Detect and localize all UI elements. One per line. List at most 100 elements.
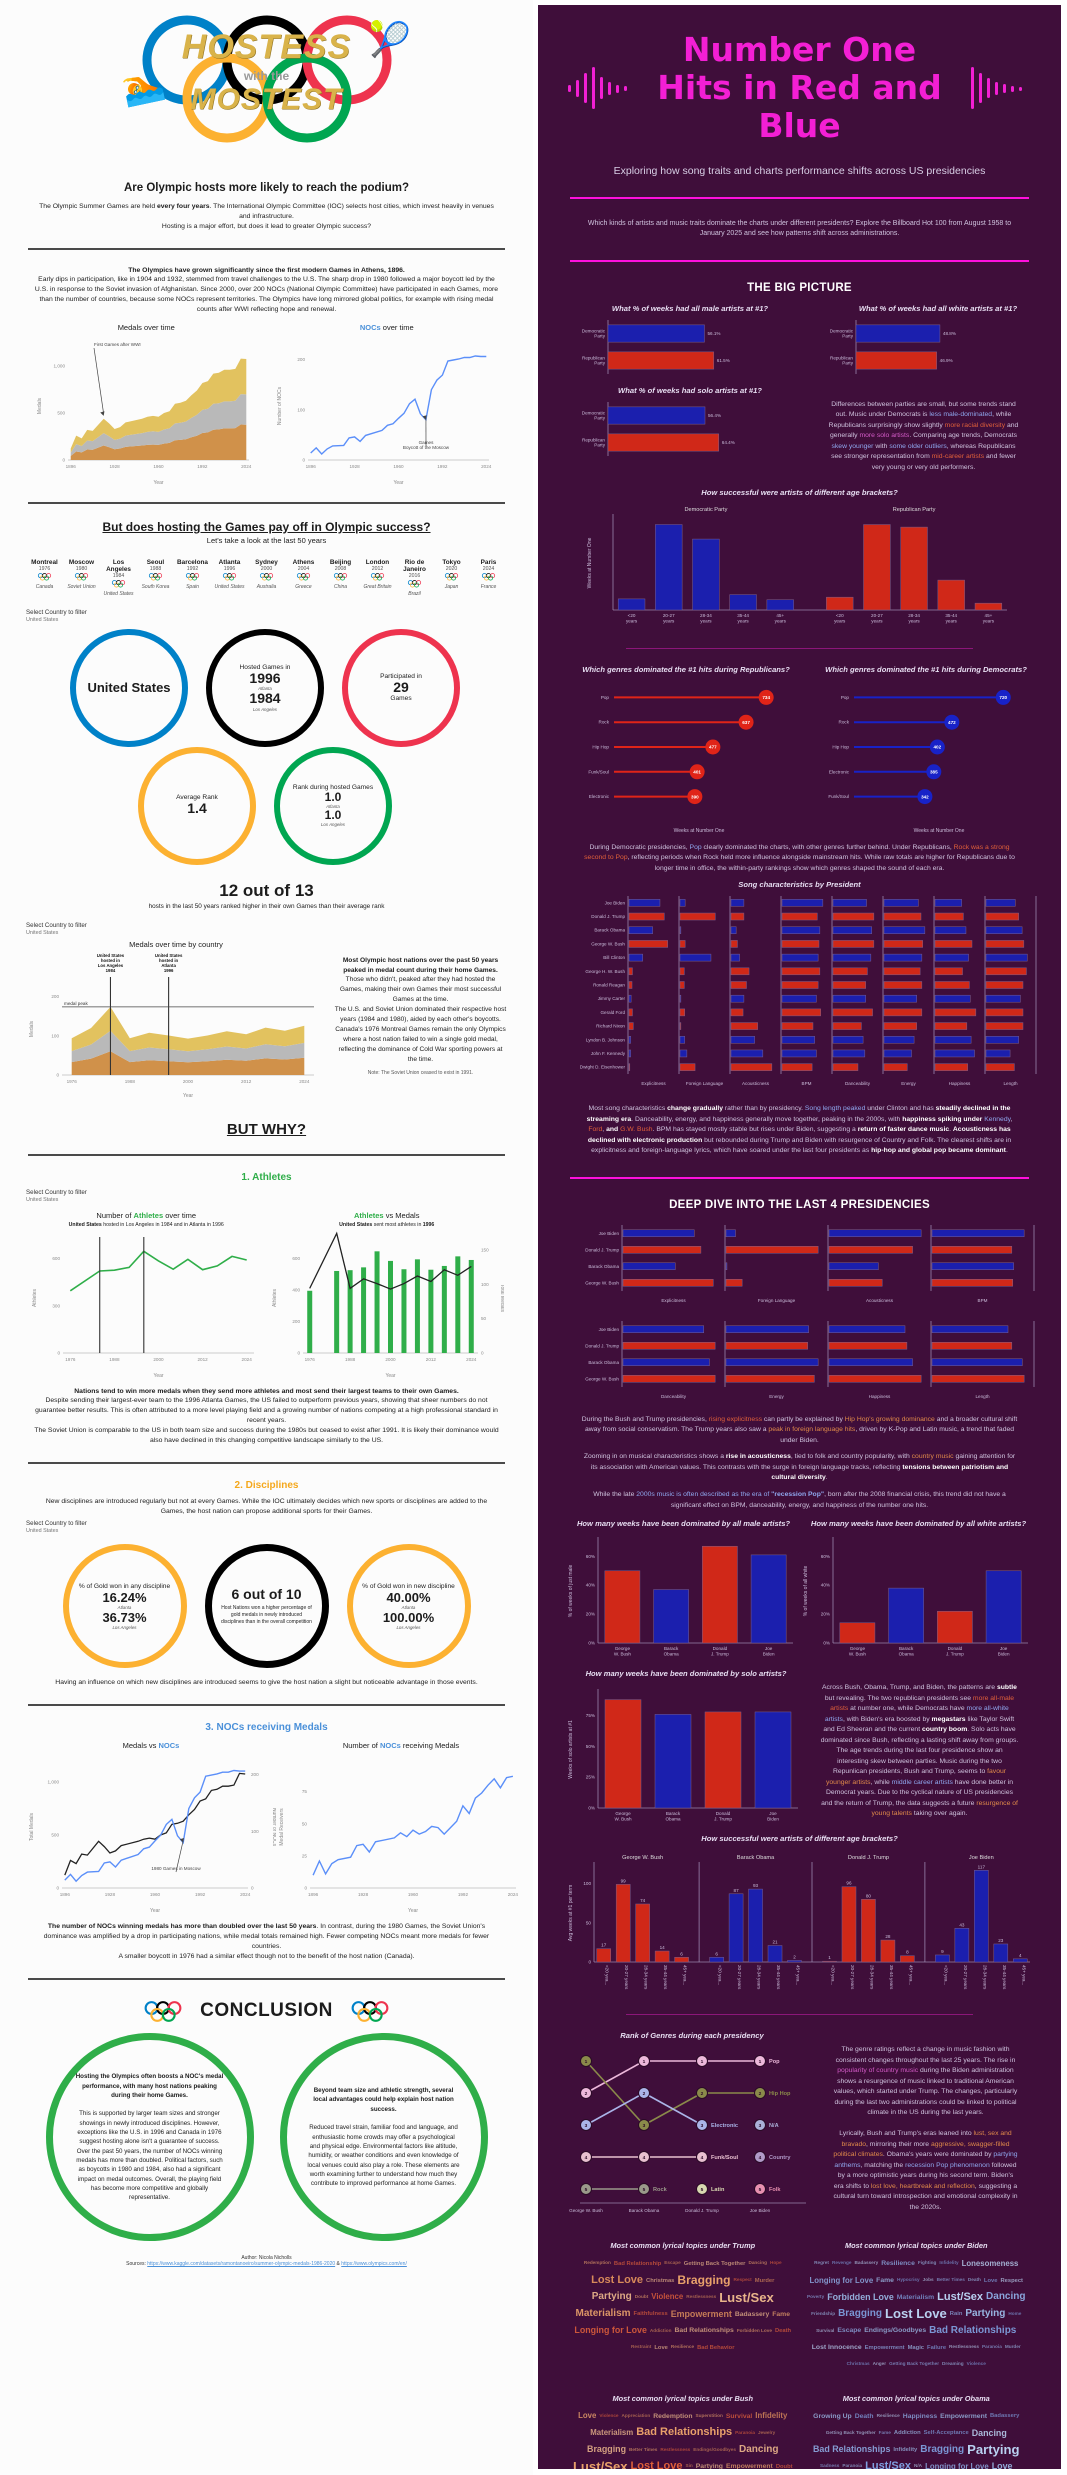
svg-text:W. Bush: W. Bush: [614, 1817, 632, 1822]
svg-text:Joe: Joe: [1000, 1646, 1008, 1651]
text-segment: and: [606, 1126, 621, 1134]
svg-text:Happiness: Happiness: [949, 1081, 971, 1086]
text-segment: Number of: [342, 1741, 380, 1751]
svg-text:8: 8: [906, 1950, 909, 1955]
text-segment: sent most athletes in: [372, 1221, 423, 1228]
text-segment: skew younger: [831, 442, 874, 450]
chart-genres-republicans: Pop 734 Rock 637 Hip Hop 477 Funk/Soul 401 Elect…: [566, 677, 806, 835]
music-infographic-frame: Number One Hits in Red and Blue Explorin…: [533, 0, 1067, 2475]
svg-text:0%: 0%: [588, 1641, 595, 1646]
music-infographic: Number One Hits in Red and Blue Explorin…: [538, 5, 1061, 2469]
svg-text:56.4%: 56.4%: [708, 413, 721, 418]
cloud-word: Anger: [872, 2361, 887, 2367]
cloud-word: Love: [654, 2344, 668, 2351]
svg-text:6: 6: [715, 1951, 718, 1956]
text-segment: , matching the: [860, 2161, 906, 2169]
right-intro: Which kinds of artists and music traits …: [587, 219, 1012, 238]
svg-text:20-27: 20-27: [871, 613, 883, 618]
cloud-word: Christmas: [846, 2361, 870, 2367]
svg-text:years: years: [774, 618, 786, 623]
svg-text:George W. Bush: George W. Bush: [585, 1376, 619, 1381]
country-filter[interactable]: Select Country to filter United States: [26, 1520, 87, 1535]
svg-text:2012: 2012: [426, 1357, 437, 1362]
chart-song-characteristics: Explicitness Foreign Language Acousticness…: [566, 892, 1037, 1098]
svg-text:28-34 years: 28-34 years: [757, 1965, 762, 1990]
svg-text:1: 1: [759, 2059, 762, 2065]
text-segment: , while: [870, 1778, 892, 1786]
svg-text:Donald J. Trump: Donald J. Trump: [848, 1855, 889, 1861]
cloud-word: Survival: [816, 2327, 835, 2333]
svg-text:George W. Bush: George W. Bush: [622, 1855, 663, 1861]
figure-medals-over-time: Medals over time 1896 1928 1960 1992 2024 0 50…: [34, 323, 259, 486]
text-segment: clearly dominated the charts, with other…: [701, 843, 954, 851]
svg-text:300: 300: [52, 1303, 60, 1308]
cloud-word: Infidelity: [755, 2411, 788, 2421]
text-segment: less male-dominated: [929, 411, 993, 419]
text-segment: Hosting the Olympics often boosts a NOC'…: [75, 2073, 224, 2099]
svg-text:J. Trump: J. Trump: [714, 1817, 732, 1822]
svg-text:Funk/Soul: Funk/Soul: [711, 2155, 738, 2161]
svg-text:2012: 2012: [197, 1357, 208, 1362]
chart-weeks-white: 0% 20% 40% 60% George W. Bush Barack Obama Donal…: [801, 1531, 1036, 1661]
text-segment: Beyond team size and athletic strength, …: [313, 2087, 454, 2113]
divider: [570, 259, 1029, 262]
filter-label: Select Country to filter: [26, 608, 87, 616]
host-item: London 2012 Great Britain: [363, 558, 392, 590]
cloud-word: Bragging: [920, 2443, 965, 2455]
svg-text:1984: 1984: [106, 968, 116, 973]
svg-text:1996: 1996: [164, 968, 174, 973]
svg-text:1988: 1988: [345, 1357, 356, 1362]
last4-note: Across Bush, Obama, Trump, and Biden, th…: [820, 1683, 1019, 1820]
cloud-word: Badassery: [990, 2413, 1020, 2420]
svg-text:Jimmy Carter: Jimmy Carter: [598, 996, 626, 1001]
svg-text:1960: 1960: [394, 464, 405, 469]
genre-note: During Democratic presidencies, Pop clea…: [580, 843, 1019, 875]
svg-text:<20 yea...: <20 yea...: [718, 1965, 723, 1985]
country-filter[interactable]: Select Country to filter United States: [26, 921, 87, 936]
divider: [570, 196, 1029, 199]
svg-text:Bill Clinton: Bill Clinton: [603, 955, 625, 960]
source-link-1[interactable]: https://www.kaggle.com/datasets/ramontan…: [147, 2261, 336, 2268]
svg-text:Explicitness: Explicitness: [661, 1298, 686, 1303]
text-segment: more racial diversity: [944, 421, 1006, 429]
svg-text:100: 100: [481, 1281, 489, 1286]
text-segment: steadily declined in the streaming era: [586, 1105, 1011, 1123]
text-segment: recession Pop phenomenon: [905, 2161, 990, 2169]
country-filter[interactable]: Select Country to filter United States: [26, 1188, 87, 1203]
cloud-word: Lust/Sex: [572, 2458, 628, 2469]
cloud-word: Lost Love: [630, 2459, 683, 2469]
svg-text:500: 500: [57, 410, 65, 415]
source-link-2[interactable]: https://www.olympics.com/en/: [341, 2261, 407, 2268]
deep-dive-note-1: During the Bush and Trump presidencies, …: [580, 1415, 1019, 1447]
svg-text:28-34 years: 28-34 years: [644, 1965, 649, 1990]
cloud-word: Jobs: [922, 2277, 934, 2283]
country-filter[interactable]: Select Country to filter United States: [26, 609, 507, 623]
chart-pct-white: 48.8% Democratic Party 46.9% Republican Party: [814, 316, 1061, 378]
filter-value[interactable]: United States: [26, 616, 59, 623]
text-segment: rise in acousticness: [725, 1453, 791, 1461]
svg-text:6: 6: [680, 1951, 683, 1956]
svg-text:medal peak: medal peak: [64, 1001, 88, 1006]
cloud-word: Resilience: [876, 2412, 900, 2418]
svg-text:50: 50: [302, 1822, 308, 1827]
svg-text:93: 93: [753, 1883, 759, 1888]
svg-text:1980 Games in Moscow: 1980 Games in Moscow: [151, 1866, 201, 1871]
cloud-word: Home: [1008, 2310, 1022, 2316]
svg-text:Happiness: Happiness: [869, 1394, 891, 1399]
svg-text:43: 43: [959, 1922, 965, 1927]
text-segment: NOCs: [379, 1741, 401, 1751]
cloud-word: Paranoia: [982, 2344, 1002, 2350]
big-stat: 12 out of 13 hosts in the last 50 years …: [148, 880, 385, 910]
figure-nocs-over-time: NOCs over time 1896 1928 1960 1992 2024 0 100 2…: [274, 323, 499, 486]
svg-text:45+ yea...: 45+ yea...: [908, 1965, 913, 1985]
svg-text:Republican Party: Republican Party: [892, 507, 935, 513]
text-segment: Medals vs: [122, 1741, 159, 1751]
cloud-word: Doubt: [634, 2293, 649, 2299]
svg-text:9: 9: [941, 1949, 944, 1954]
svg-text:4: 4: [585, 2155, 588, 2161]
svg-text:2024: 2024: [481, 464, 492, 469]
bump-notes: The genre ratings reflect a change in mu…: [832, 2045, 1019, 2214]
svg-text:2024: 2024: [241, 1357, 252, 1362]
svg-text:Gerald Ford: Gerald Ford: [600, 1010, 625, 1015]
